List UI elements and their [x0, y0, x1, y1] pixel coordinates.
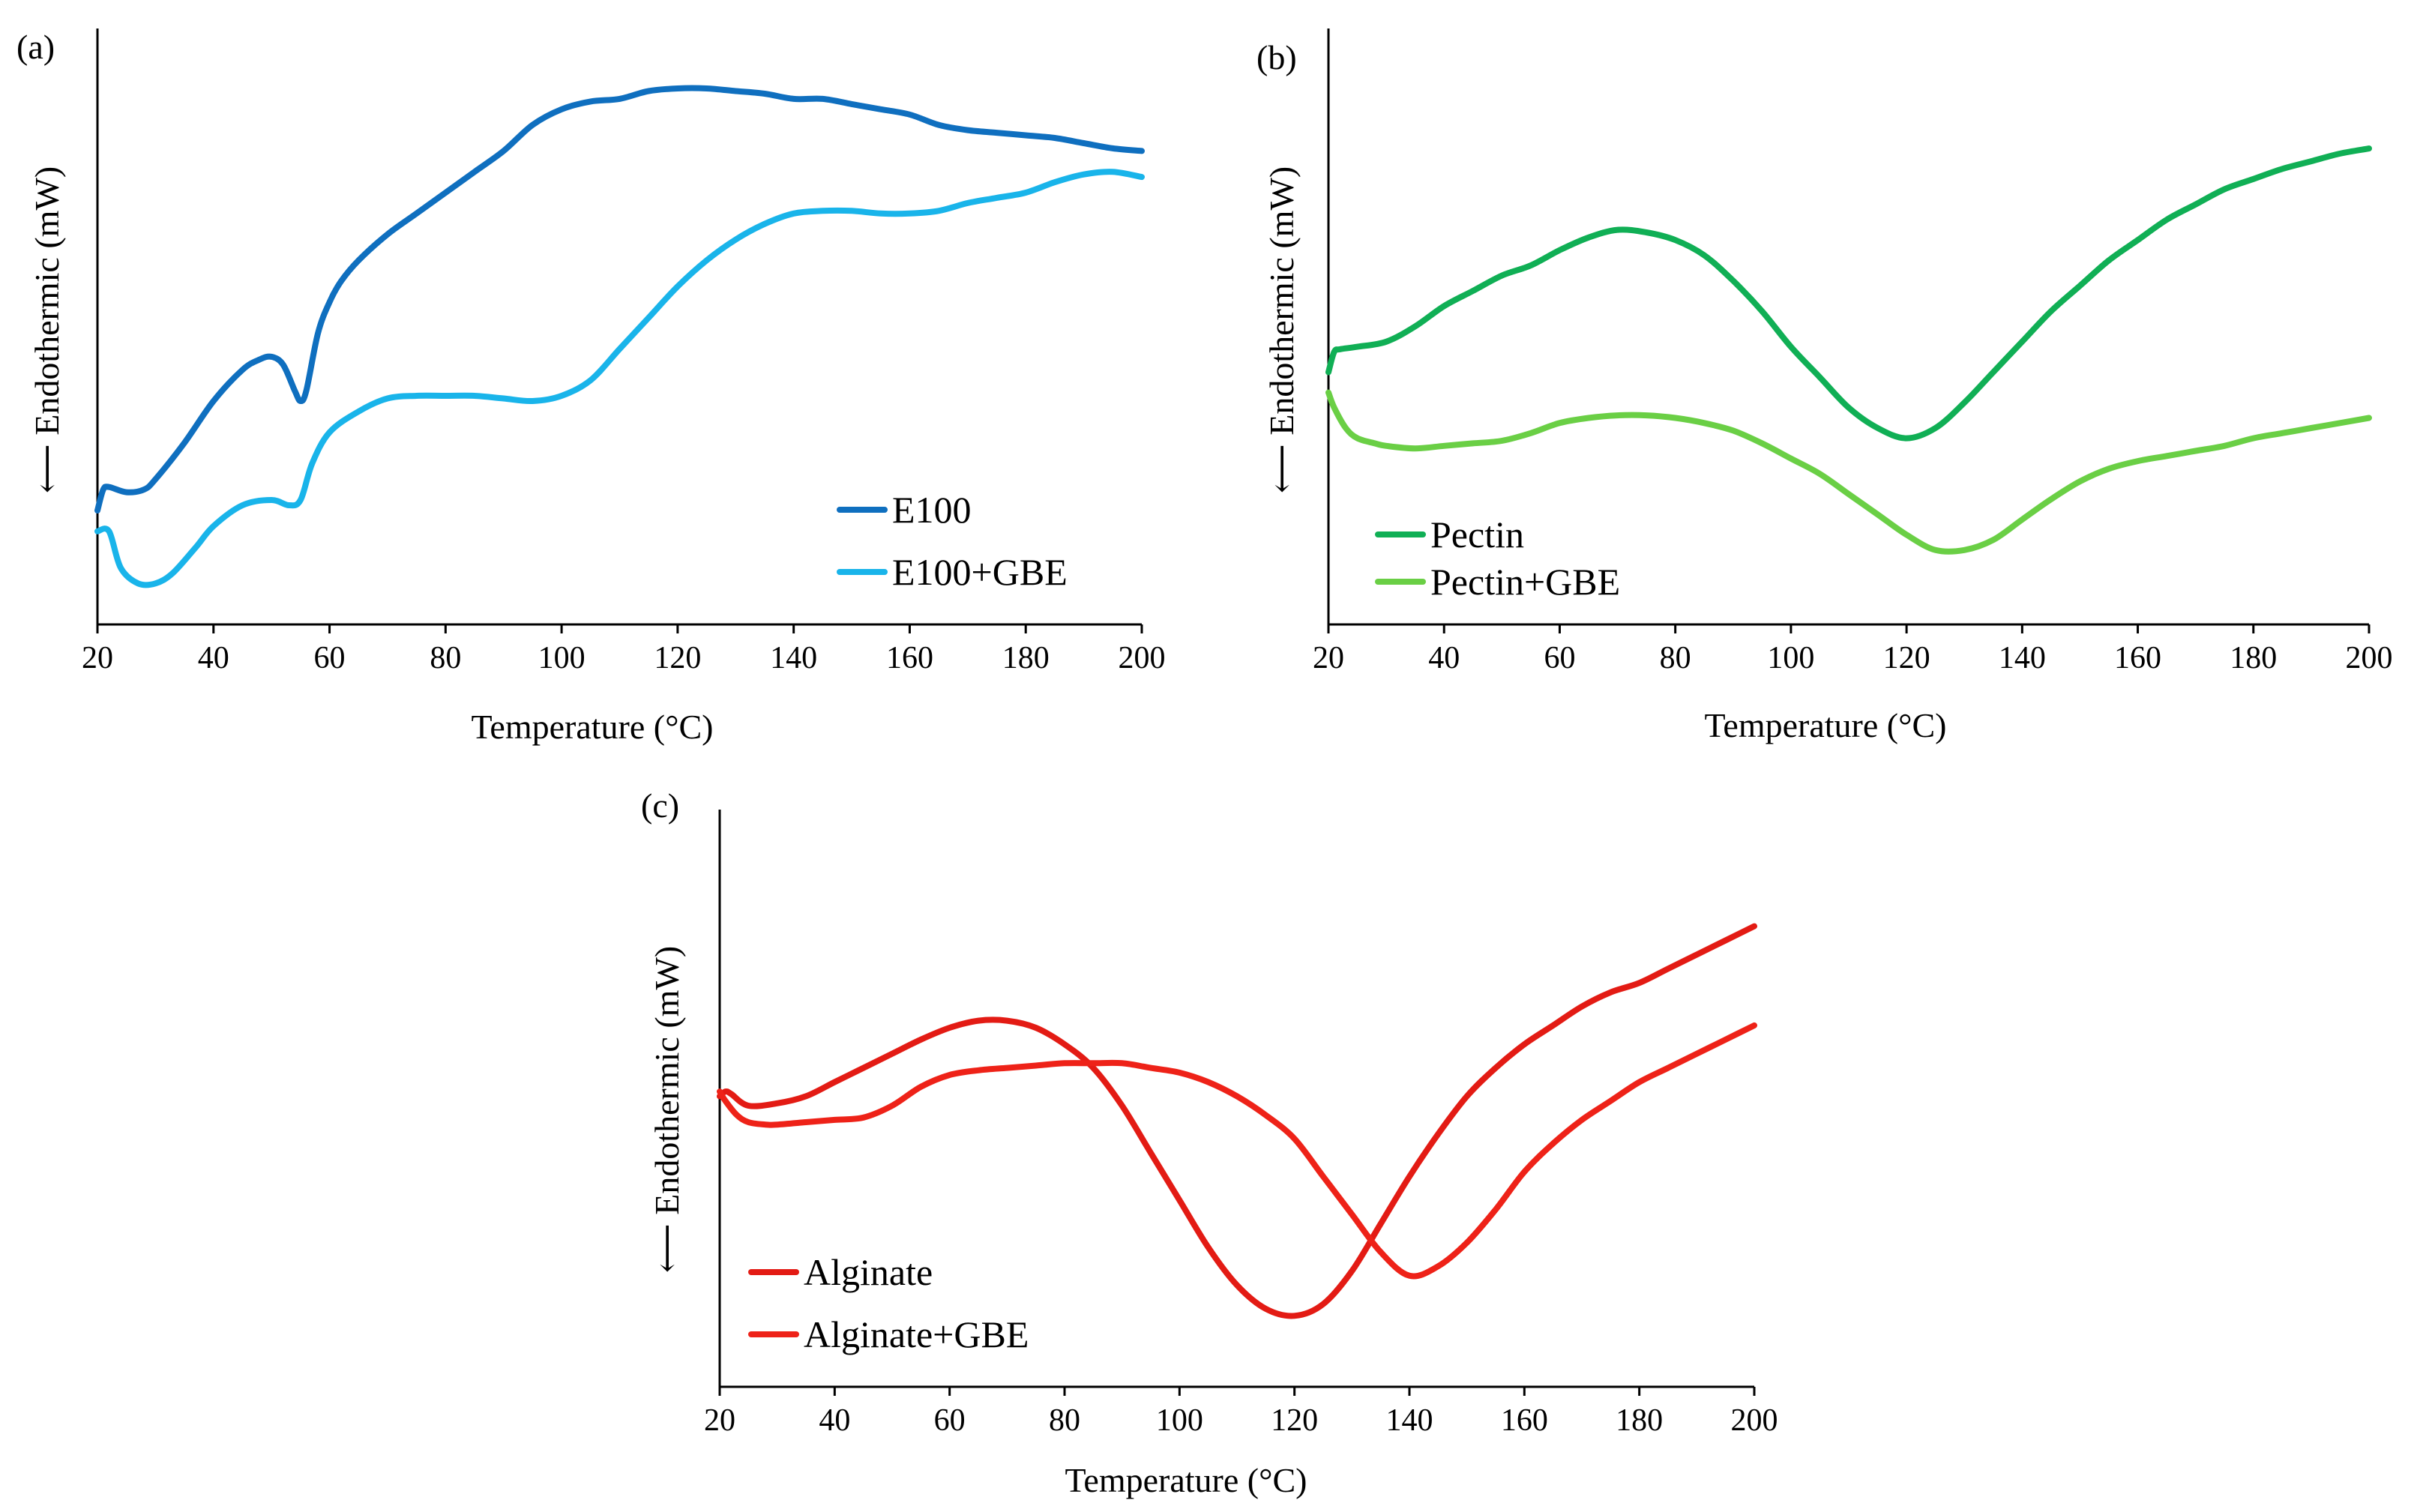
legend-label-pectin-gbe: Pectin+GBE: [1430, 561, 1620, 603]
series-line-pectin: [1325, 145, 2372, 442]
x-tick-label-c-200: 200: [1731, 1403, 1778, 1438]
panel-b: (b) ⟵ Endothermic (mW) Temperature (°C) …: [1256, 28, 2393, 744]
x-tick-label-a-100: 100: [538, 641, 586, 675]
x-tick-label-b-160: 160: [2114, 641, 2161, 675]
x-tick-label-a-60: 60: [314, 641, 346, 675]
series-line-pectin-gbe: [1325, 389, 2372, 555]
series-line-e100-gbe: [94, 169, 1145, 588]
legend-label-pectin: Pectin: [1430, 513, 1524, 555]
panel-c: (c) ⟵ Endothermic (mW) Temperature (°C) …: [641, 786, 1778, 1499]
legend-b: Pectin Pectin+GBE: [1375, 513, 1620, 603]
series-line-e100: [94, 85, 1145, 513]
x-tick-label-b-100: 100: [1767, 641, 1814, 675]
x-tick-label-c-20: 20: [704, 1403, 735, 1438]
x-tick-label-c-60: 60: [934, 1403, 966, 1438]
x-tick-label-c-100: 100: [1156, 1403, 1203, 1438]
x-tick-label-a-120: 120: [654, 641, 701, 675]
x-tick-label-b-20: 20: [1313, 641, 1344, 675]
legend-label-e100: E100: [892, 489, 972, 531]
x-axis-title-c: Temperature (°C): [1065, 1461, 1307, 1499]
x-tick-label-a-40: 40: [198, 641, 229, 675]
x-tick-label-a-140: 140: [770, 641, 817, 675]
x-tick-label-b-120: 120: [1883, 641, 1930, 675]
x-tick-label-a-200: 200: [1119, 641, 1166, 675]
legend-label-alginate: Alginate: [804, 1251, 933, 1293]
x-tick-label-b-180: 180: [2230, 641, 2277, 675]
x-tick-label-b-60: 60: [1544, 641, 1575, 675]
y-axis-title-a: ⟵ Endothermic (mW): [28, 166, 66, 493]
y-axis-title-c: ⟵ Endothermic (mW): [648, 946, 686, 1273]
x-tick-label-b-40: 40: [1428, 641, 1460, 675]
x-axis-title-b: Temperature (°C): [1705, 706, 1947, 744]
legend-c: Alginate Alginate+GBE: [748, 1251, 1029, 1355]
panel-label-b: (b): [1256, 38, 1297, 76]
x-tick-label-b-200: 200: [2346, 641, 2393, 675]
series-line-alginate-gbe: [717, 1022, 1757, 1280]
panel-a: (a) ⟵ Endothermic (mW) Temperature (°C) …: [16, 28, 1166, 746]
x-tick-label-c-140: 140: [1386, 1403, 1433, 1438]
x-tick-label-c-80: 80: [1049, 1403, 1080, 1438]
x-tick-label-a-180: 180: [1002, 641, 1050, 675]
x-tick-label-c-40: 40: [819, 1403, 850, 1438]
x-tick-label-c-120: 120: [1271, 1403, 1318, 1438]
x-tick-label-b-140: 140: [1999, 641, 2046, 675]
x-tick-label-b-80: 80: [1660, 641, 1691, 675]
series-line-alginate: [717, 923, 1757, 1319]
legend-label-e100-gbe: E100+GBE: [892, 551, 1068, 593]
x-tick-label-a-160: 160: [886, 641, 933, 675]
panel-label-c: (c): [641, 786, 679, 825]
legend-a: E100 E100+GBE: [837, 489, 1068, 593]
x-tick-label-c-160: 160: [1501, 1403, 1548, 1438]
x-tick-label-a-80: 80: [430, 641, 461, 675]
panel-label-a: (a): [16, 28, 55, 66]
x-axis-title-a: Temperature (°C): [472, 708, 714, 746]
legend-label-alginate-gbe: Alginate+GBE: [804, 1313, 1029, 1355]
y-axis-title-b: ⟵ Endothermic (mW): [1262, 166, 1301, 493]
x-tick-label-a-20: 20: [82, 641, 113, 675]
x-tick-label-c-180: 180: [1616, 1403, 1663, 1438]
